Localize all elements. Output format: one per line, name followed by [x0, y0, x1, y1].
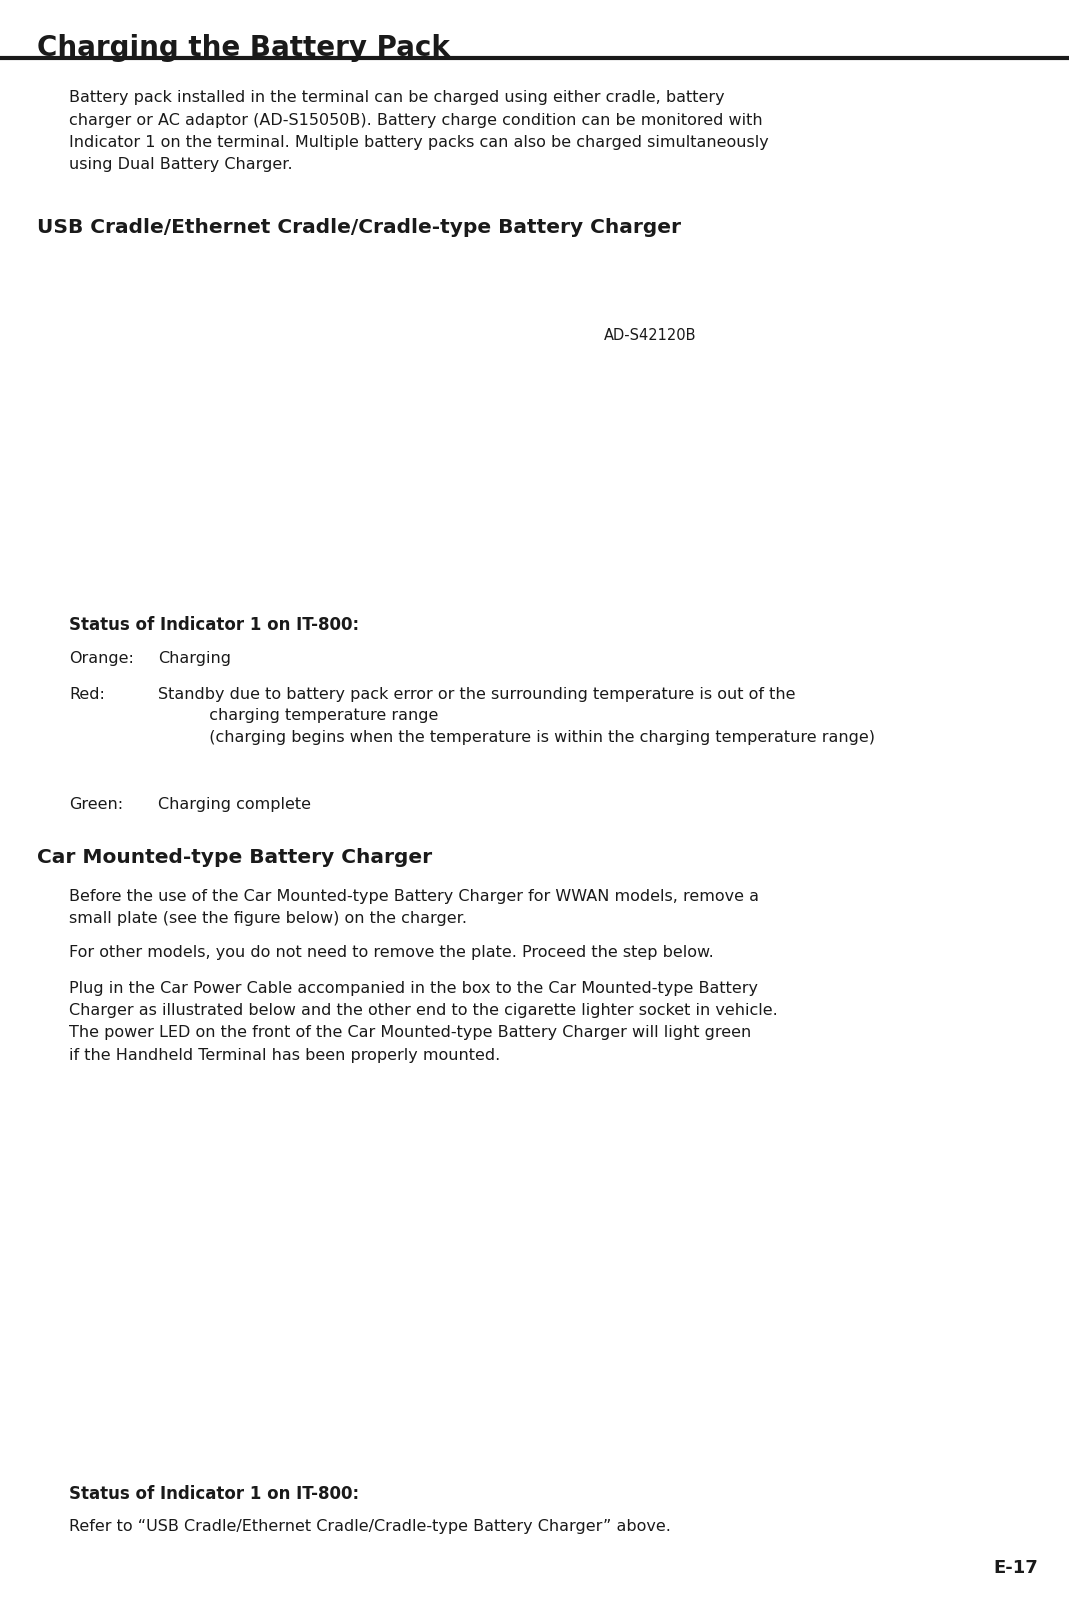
Text: Charging complete: Charging complete	[158, 797, 311, 811]
Text: Standby due to battery pack error or the surrounding temperature is out of the
 : Standby due to battery pack error or the…	[158, 687, 876, 745]
Text: Plug in the Car Power Cable accompanied in the box to the Car Mounted-type Batte: Plug in the Car Power Cable accompanied …	[69, 981, 778, 1062]
Text: Green:: Green:	[69, 797, 124, 811]
Text: Orange:: Orange:	[69, 651, 135, 666]
Bar	[37, 236, 1032, 588]
Text: Charging the Battery Pack: Charging the Battery Pack	[37, 34, 450, 61]
Text: Car Mounted-type Battery Charger: Car Mounted-type Battery Charger	[37, 848, 433, 868]
Bar	[37, 1034, 1032, 1459]
Text: Refer to “USB Cradle/Ethernet Cradle/Cradle-type Battery Charger” above.: Refer to “USB Cradle/Ethernet Cradle/Cra…	[69, 1519, 671, 1534]
Text: Battery pack installed in the terminal can be charged using either cradle, batte: Battery pack installed in the terminal c…	[69, 90, 770, 171]
Text: AD-S42120B: AD-S42120B	[604, 328, 697, 343]
Text: For other models, you do not need to remove the plate. Proceed the step below.: For other models, you do not need to rem…	[69, 945, 714, 960]
Text: Charging: Charging	[158, 651, 231, 666]
Text: Red:: Red:	[69, 687, 106, 701]
Text: Status of Indicator 1 on IT-800:: Status of Indicator 1 on IT-800:	[69, 1485, 359, 1503]
Text: Status of Indicator 1 on IT-800:: Status of Indicator 1 on IT-800:	[69, 616, 359, 633]
Text: USB Cradle/Ethernet Cradle/Cradle-type Battery Charger: USB Cradle/Ethernet Cradle/Cradle-type B…	[37, 218, 681, 238]
Text: Before the use of the Car Mounted-type Battery Charger for WWAN models, remove a: Before the use of the Car Mounted-type B…	[69, 889, 759, 926]
Text: E-17: E-17	[993, 1559, 1038, 1577]
